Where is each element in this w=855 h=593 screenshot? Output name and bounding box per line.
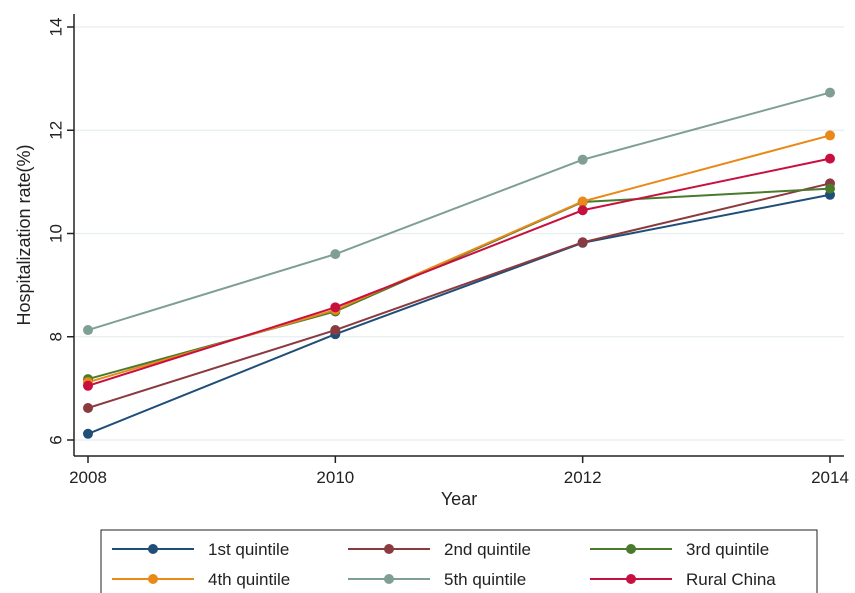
data-point bbox=[330, 249, 341, 260]
series bbox=[83, 87, 835, 439]
data-point bbox=[825, 130, 835, 141]
data-point bbox=[825, 87, 835, 98]
data-point bbox=[83, 428, 93, 439]
y-tick-label: 10 bbox=[46, 224, 65, 243]
data-point bbox=[825, 153, 835, 164]
y-tick-label: 8 bbox=[46, 332, 65, 341]
x-ticks: 2008 2010 2012 2014 bbox=[69, 456, 849, 487]
legend-box bbox=[100, 529, 818, 593]
data-point bbox=[577, 154, 588, 165]
axes bbox=[73, 14, 844, 457]
data-point bbox=[83, 380, 93, 391]
x-tick-label: 2012 bbox=[564, 468, 602, 487]
legend-label: 4th quintile bbox=[208, 570, 290, 589]
legend-label: 1st quintile bbox=[208, 540, 289, 559]
grid bbox=[74, 26, 844, 441]
legend-label: Rural China bbox=[686, 570, 776, 589]
legend-label: 2nd quintile bbox=[444, 540, 531, 559]
y-ticks: 6 8 10 12 14 bbox=[46, 18, 74, 445]
legend-swatch-marker bbox=[148, 544, 158, 554]
y-tick-label: 14 bbox=[46, 18, 65, 37]
data-point bbox=[577, 205, 588, 216]
x-tick-label: 2008 bbox=[69, 468, 107, 487]
series-line bbox=[87, 91, 831, 331]
y-tick-label: 12 bbox=[46, 121, 65, 140]
y-axis-title: Hospitalization rate(%) bbox=[14, 144, 34, 325]
legend-swatch-marker bbox=[384, 544, 394, 554]
series-line bbox=[87, 182, 831, 409]
legend: 1st quintile 2nd quintile 3rd quintile 4th … bbox=[100, 529, 818, 593]
data-point bbox=[577, 196, 588, 207]
data-point bbox=[330, 325, 341, 336]
legend-label: 3rd quintile bbox=[686, 540, 769, 559]
data-point bbox=[83, 402, 93, 413]
legend-swatch-marker bbox=[626, 574, 636, 584]
legend-label: 5th quintile bbox=[444, 570, 526, 589]
legend-swatch-marker bbox=[148, 574, 158, 584]
y-tick-label: 6 bbox=[46, 435, 65, 444]
data-point bbox=[825, 183, 835, 194]
series-line bbox=[87, 157, 831, 387]
data-point bbox=[577, 237, 588, 248]
x-tick-label: 2010 bbox=[316, 468, 354, 487]
x-tick-label: 2014 bbox=[811, 468, 849, 487]
data-point bbox=[330, 302, 341, 313]
x-axis-title: Year bbox=[441, 489, 477, 509]
data-point bbox=[83, 325, 93, 336]
legend-swatch-marker bbox=[384, 574, 394, 584]
legend-swatch-marker bbox=[626, 544, 636, 554]
series-line bbox=[87, 193, 831, 435]
